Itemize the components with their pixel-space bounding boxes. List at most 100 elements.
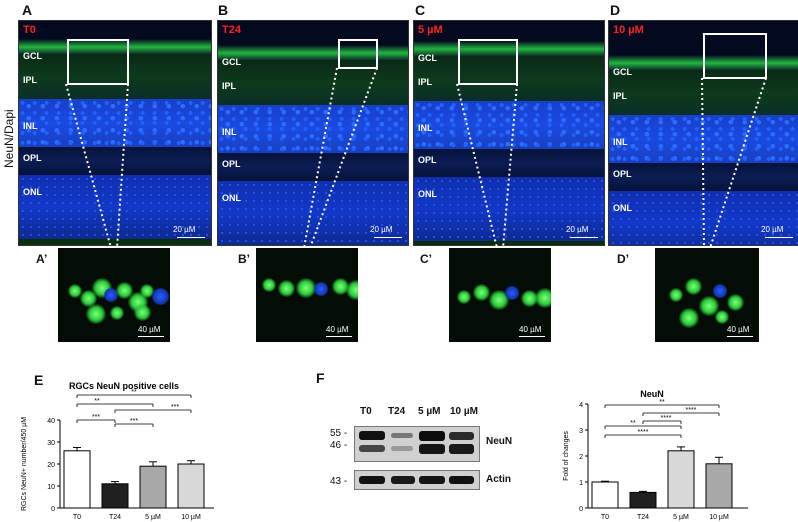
x-tick-label: 5 µM — [145, 514, 161, 521]
y-tick-label: 0 — [579, 506, 583, 513]
scale-label: 20 µM — [566, 225, 589, 234]
sig-label: ** — [659, 399, 665, 406]
stain-label: NeuN/Dapi — [2, 109, 16, 168]
panel-letter-e: E — [34, 372, 44, 388]
y-tick-label: 10 — [47, 484, 55, 491]
layer-label-onl: ONL — [613, 203, 632, 213]
condition-label-c: 5 µM — [418, 24, 443, 36]
inset-d: 40 µM — [655, 248, 759, 342]
layer-label-onl: ONL — [222, 193, 241, 203]
layer-label-ipl: IPL — [23, 75, 38, 85]
y-axis-label: Fold of changes — [563, 431, 570, 481]
y-tick-label: 2 — [579, 454, 583, 461]
scale-bar — [374, 237, 402, 238]
inset-scale-label: 40 µM — [326, 325, 349, 334]
micrograph-c: 5 µM GCL IPL INL OPL ONL 20 µM — [413, 20, 605, 246]
layer-label-ipl: IPL — [222, 81, 237, 91]
scale-label: 20 µM — [173, 225, 196, 234]
blot-label-neun: NeuN — [486, 436, 513, 447]
x-tick-label: T24 — [637, 514, 649, 521]
sig-label: **** — [686, 407, 697, 414]
panel-letter-f: F — [316, 370, 325, 386]
micrograph-b: T24 GCL IPL INL OPL ONL 20 µM — [217, 20, 409, 246]
bar-0 — [591, 481, 619, 509]
bar-1 — [629, 491, 657, 509]
blot-marker-46: 46 - — [330, 440, 348, 451]
inset-scale-label: 40 µM — [138, 325, 161, 334]
inset-letter-c: C’ — [420, 252, 432, 266]
scale-label: 20 µM — [370, 225, 393, 234]
layer-label-gcl: GCL — [418, 53, 437, 63]
inset-b: 40 µM — [256, 248, 358, 342]
layer-label-inl: INL — [418, 123, 433, 133]
condition-label-d: 10 µM — [613, 24, 644, 36]
sig-label: ** — [94, 398, 100, 405]
y-tick-label: 0 — [51, 506, 55, 513]
layer-label-ipl: IPL — [613, 91, 628, 101]
layer-label-opl: OPL — [613, 169, 632, 179]
zoom-box — [338, 39, 378, 69]
inset-letter-a: A’ — [36, 252, 48, 266]
y-tick-label: 1 — [579, 480, 583, 487]
inset-letter-b: B’ — [238, 252, 250, 266]
condition-label-a: T0 — [23, 24, 36, 36]
x-tick-label: 10 µM — [181, 514, 201, 521]
x-tick-label: T0 — [73, 514, 81, 521]
panel-letter-d: D — [610, 2, 621, 18]
sig-label: *** — [171, 404, 179, 411]
panel-letter-b: B — [218, 2, 229, 18]
layer-label-gcl: GCL — [613, 67, 632, 77]
bar-2 — [667, 450, 695, 509]
y-tick-label: 30 — [47, 440, 55, 447]
bar-1 — [101, 483, 129, 509]
scale-bar — [570, 237, 598, 238]
zoom-box — [703, 33, 767, 79]
layer-label-onl: ONL — [23, 187, 42, 197]
sig-label: **** — [638, 429, 649, 436]
sig-label: *** — [92, 414, 100, 421]
inset-a: 40 µM — [58, 248, 170, 342]
y-axis-label: RGCs NeuN+ number/450 µM — [21, 417, 28, 511]
inset-scale-label: 40 µM — [519, 325, 542, 334]
western-blot: T0 T24 5 µM 10 µM 55 - 46 - 43 - NeuN Ac… — [326, 400, 512, 500]
micrograph-d: 10 µM GCL IPL INL OPL ONL 20 µM — [608, 20, 798, 246]
layer-label-inl: INL — [23, 121, 38, 131]
panel-letter-a: A — [22, 2, 33, 18]
bar-0 — [63, 450, 91, 509]
scale-label: 20 µM — [761, 225, 784, 234]
blot-label-actin: Actin — [486, 474, 511, 485]
layer-label-inl: INL — [222, 127, 237, 137]
sig-label: *** — [130, 418, 138, 425]
chart-title: RGCs NeuN positive cells — [69, 381, 179, 391]
layer-label-onl: ONL — [418, 189, 437, 199]
zoom-box — [67, 39, 129, 85]
blot-actin-band — [354, 470, 480, 490]
blot-marker-43: 43 - — [330, 476, 348, 487]
layer-label-ipl: IPL — [418, 77, 433, 87]
condition-label-b: T24 — [222, 24, 241, 36]
x-tick-label: T24 — [109, 514, 121, 521]
micrograph-a: T0 GCL IPL INL OPL ONL 20 µM — [18, 20, 212, 246]
panel-letter-c: C — [415, 2, 426, 18]
layer-label-inl: INL — [613, 137, 628, 147]
blot-neun-band — [354, 426, 480, 462]
x-tick-label: 5 µM — [673, 514, 689, 521]
scale-bar — [765, 237, 793, 238]
x-tick-label: 10 µM — [709, 514, 729, 521]
bar-3 — [705, 463, 733, 509]
sig-label: ** — [630, 420, 636, 427]
inset-scale-label: 40 µM — [727, 325, 750, 334]
blot-col-t0: T0 — [360, 406, 372, 417]
bar-2 — [139, 465, 167, 509]
chart-title: NeuN — [640, 389, 664, 399]
y-tick-label: 20 — [47, 462, 55, 469]
layer-label-opl: OPL — [23, 153, 42, 163]
inset-c: 40 µM — [449, 248, 551, 342]
sig-label: **** — [661, 415, 672, 422]
layer-label-opl: OPL — [222, 159, 241, 169]
y-tick-label: 3 — [579, 428, 583, 435]
layer-label-opl: OPL — [418, 155, 437, 165]
y-tick-label: 40 — [47, 418, 55, 425]
y-tick-label: 4 — [579, 402, 583, 409]
blot-marker-55: 55 - — [330, 428, 348, 439]
